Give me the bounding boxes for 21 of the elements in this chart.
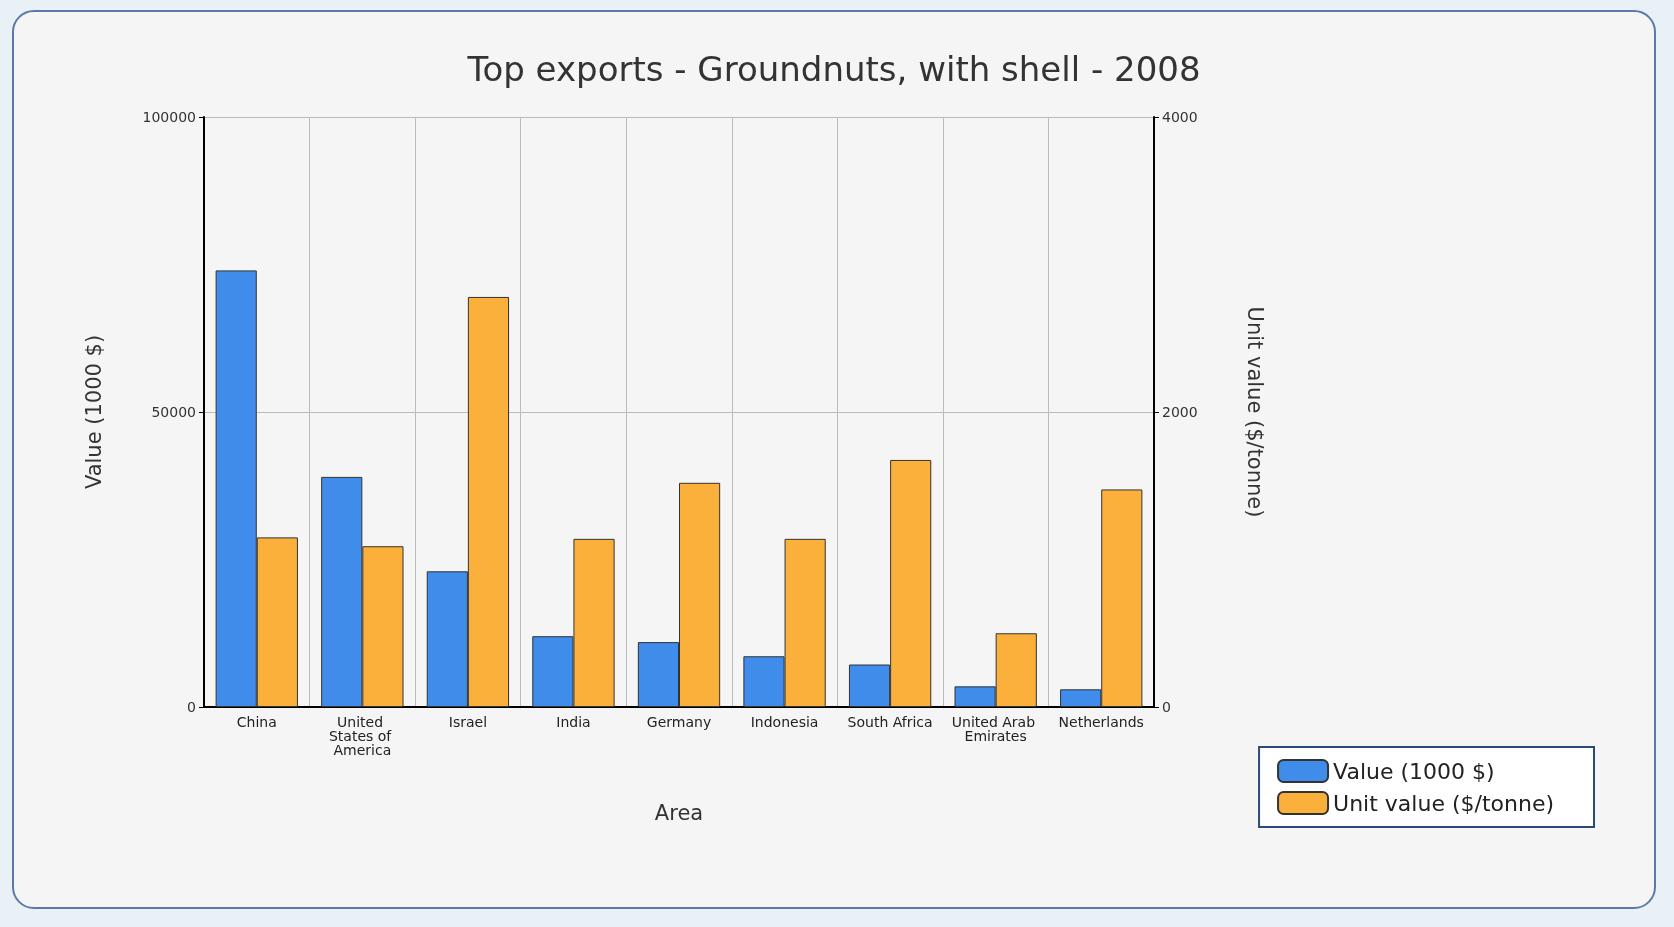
y2-tick-label: 4000 — [1162, 109, 1198, 125]
y2-tick-label: 0 — [1162, 699, 1171, 715]
x-tick-label: South Africa — [847, 714, 933, 730]
x-tick-label: United States of America — [328, 714, 396, 758]
x-tick-label: China — [236, 714, 277, 730]
y2-tick-label: 2000 — [1162, 404, 1198, 420]
y-tick-label: 50000 — [151, 404, 196, 420]
y-tick-label: 100000 — [142, 109, 196, 125]
x-tick-label: Germany — [646, 714, 712, 730]
y-tick-label: 0 — [187, 699, 196, 715]
legend-label: Value (1000 $) — [1333, 758, 1495, 784]
chart-title: Top exports - Groundnuts, with shell - 2008 — [466, 49, 1201, 89]
x-tick-label: Indonesia — [750, 714, 819, 730]
x-tick-label: Netherlands — [1058, 714, 1144, 730]
y-axis-title: Value (1000 $) — [81, 334, 106, 490]
x-tick-label: India — [556, 714, 591, 730]
x-tick-label: United Arab Emirates — [951, 714, 1040, 744]
x-tick-label: Israel — [448, 714, 488, 730]
x-axis-title: Area — [654, 800, 704, 825]
y2-axis-title: Unit value ($/tonne) — [1242, 306, 1267, 518]
legend-label: Unit value ($/tonne) — [1333, 790, 1555, 816]
